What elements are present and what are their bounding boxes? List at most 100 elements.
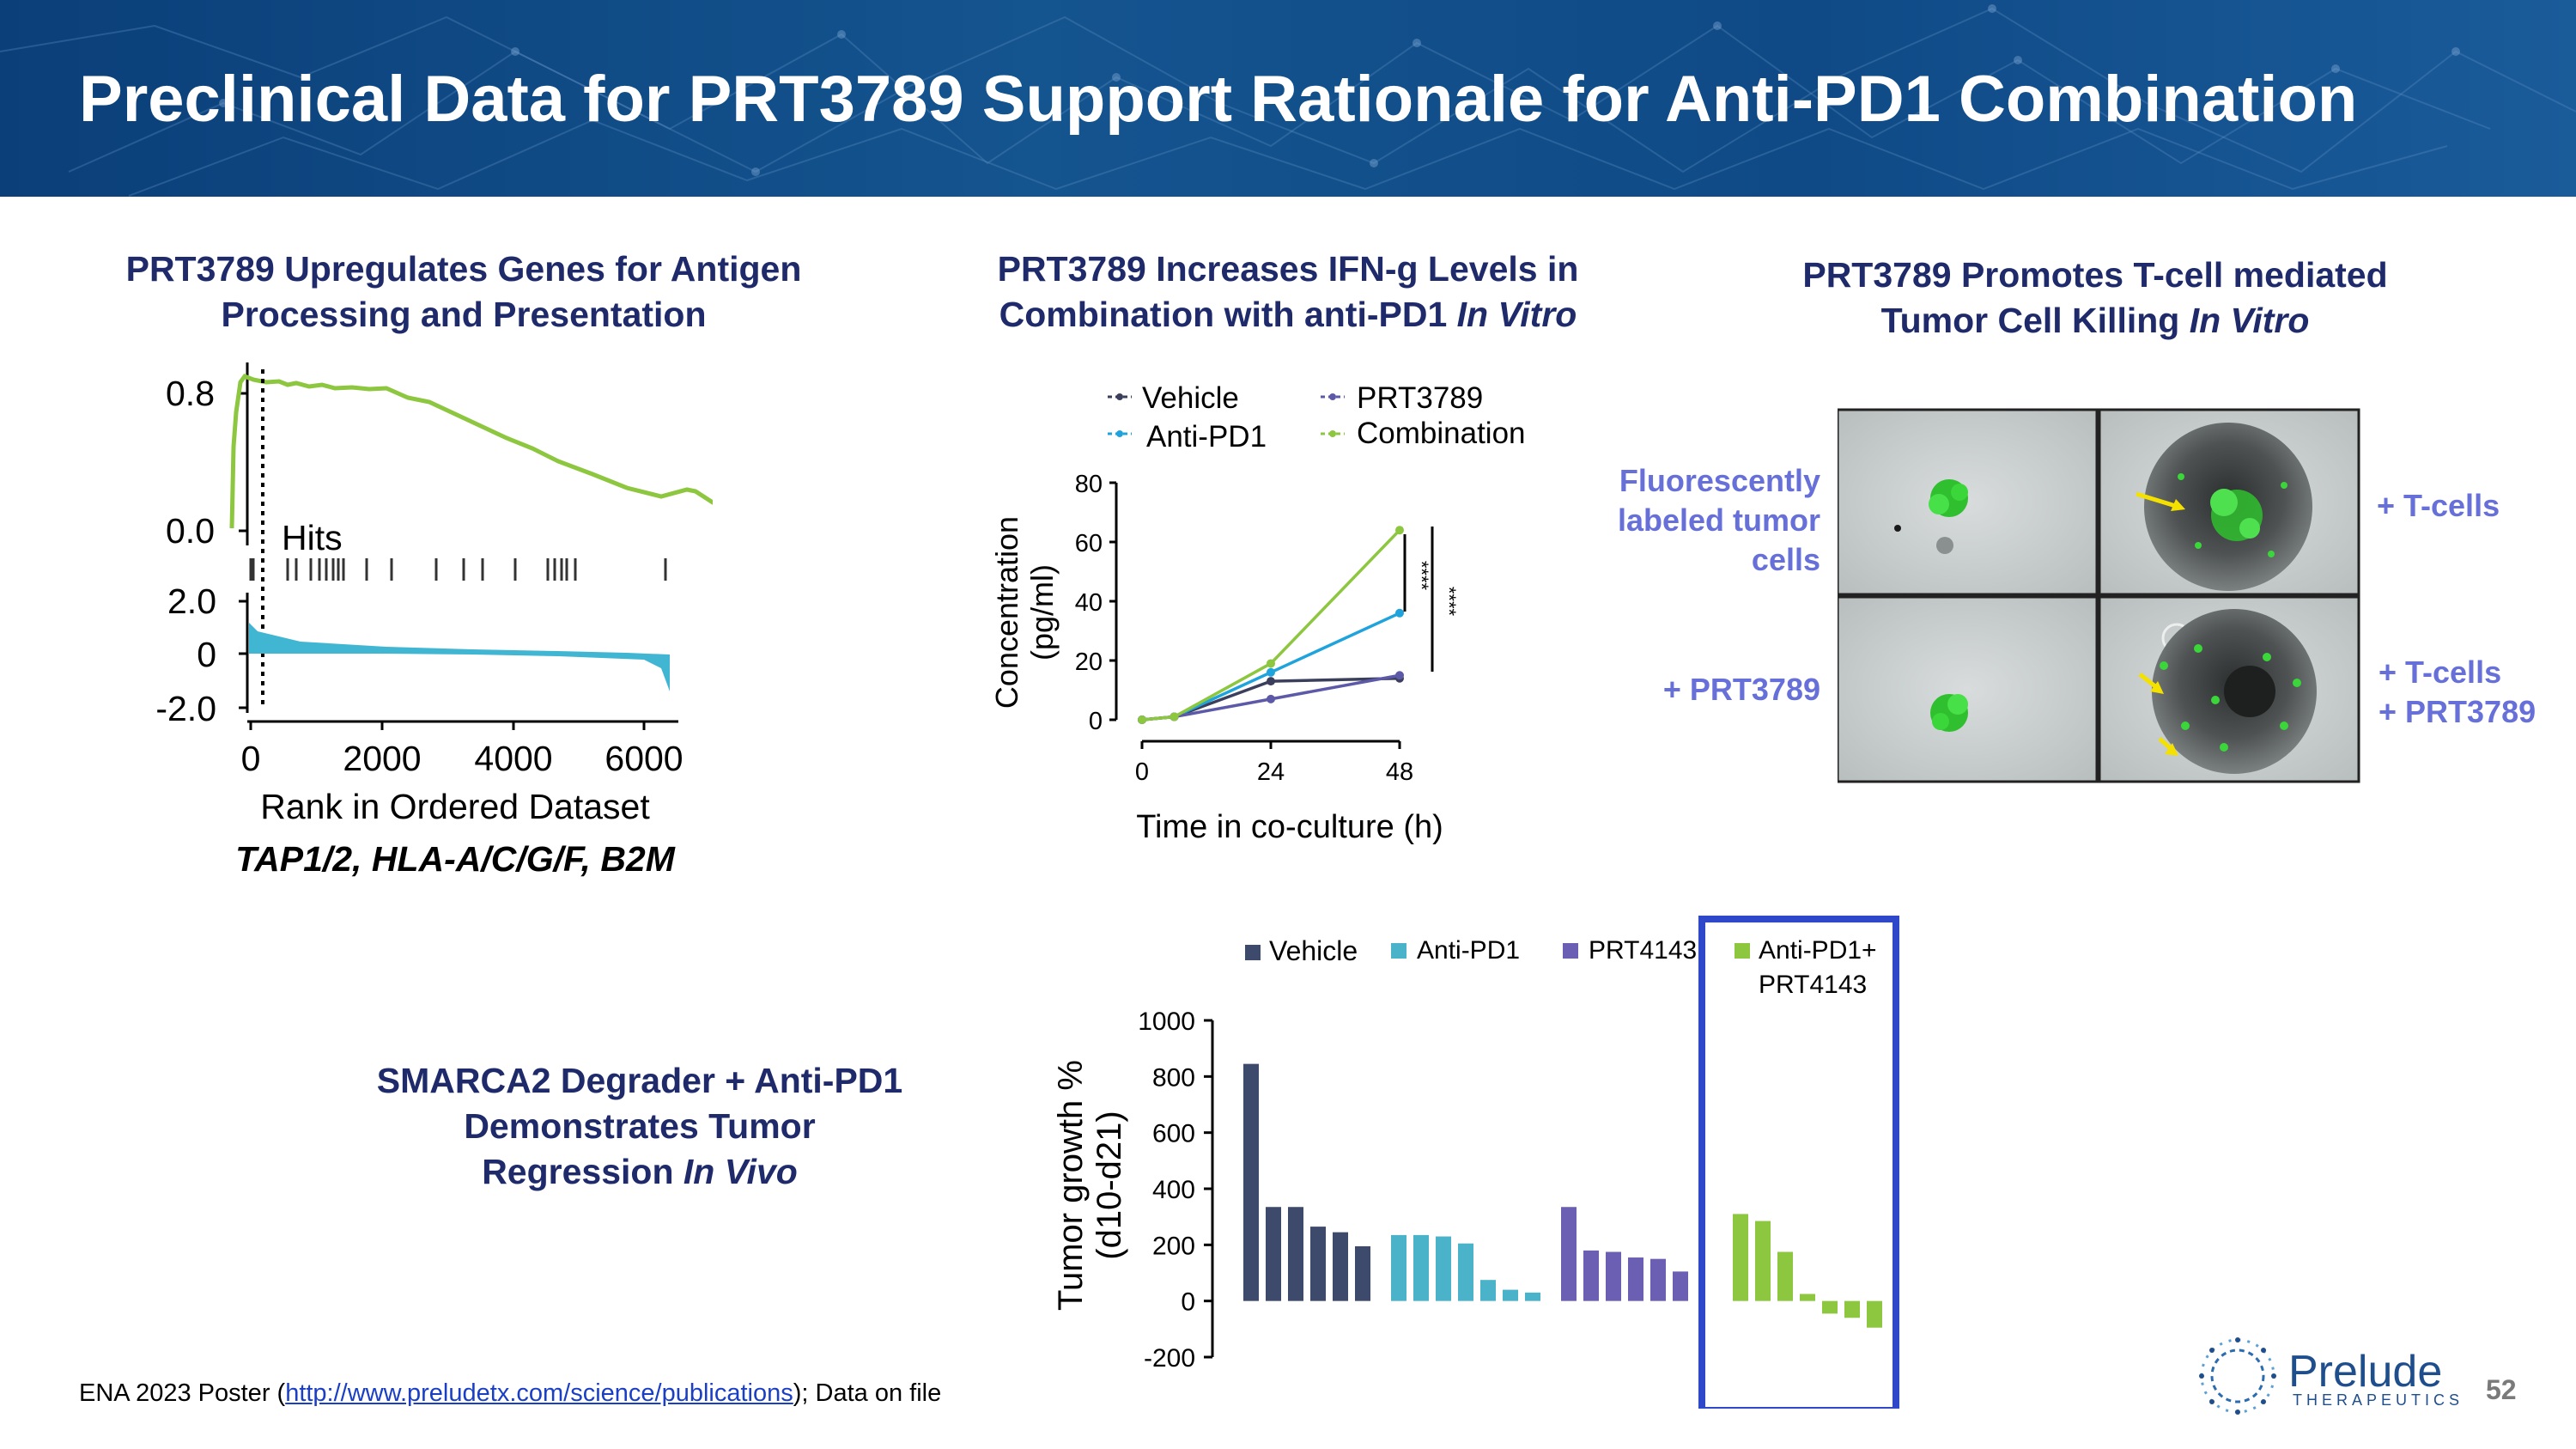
tumor-bar xyxy=(1391,1234,1406,1301)
gsea-tick-00: 0.0 xyxy=(166,511,215,551)
legend-prt4143: PRT4143 xyxy=(1589,936,1697,965)
gsea-xtick-0: 0 xyxy=(241,739,261,778)
svg-text:Vehicle: Vehicle xyxy=(1142,381,1239,415)
enrichment-score-curve xyxy=(229,373,713,529)
tumor-bar xyxy=(1355,1245,1370,1301)
svg-text:Anti-PD1: Anti-PD1 xyxy=(1146,420,1267,454)
ifn-data-point xyxy=(1267,694,1275,703)
tumor-bar xyxy=(1777,1251,1793,1301)
panel3-title-line2: Tumor Cell Killing In Vitro xyxy=(1880,301,2310,340)
legend-vehicle: Vehicle xyxy=(1269,935,1358,966)
panel4-title-line2: Demonstrates Tumor xyxy=(464,1106,816,1146)
image-tcells xyxy=(2098,408,2360,596)
gsea-tick-08: 0.8 xyxy=(166,374,215,413)
tumor-ytick-label: 0 xyxy=(1181,1288,1195,1317)
legend-swatch-prt4143 xyxy=(1563,943,1578,959)
label-tcells-prt3789: + T-cells + PRT3789 xyxy=(2379,654,2537,729)
header-banner xyxy=(0,0,2576,197)
gsea-tick-neg2: -2.0 xyxy=(155,689,216,728)
gsea-tick-0: 0 xyxy=(197,635,216,674)
ifn-series-line xyxy=(1141,528,1401,721)
label-tcells: + T-cells xyxy=(2377,488,2500,523)
ifn-data-point xyxy=(1267,659,1275,668)
tumor-bars xyxy=(1243,1063,1882,1328)
tumor-y-label-1: Tumor growth % xyxy=(1052,1060,1090,1311)
ifn-ytick-label: 20 xyxy=(1075,648,1103,676)
legend-swatch-vehicle xyxy=(1245,945,1261,960)
legend-swatch-combo xyxy=(1735,943,1750,959)
tumor-ytick-label: 800 xyxy=(1152,1063,1195,1092)
ifn-x-label: Time in co-culture (h) xyxy=(1136,809,1443,845)
logo-name: Prelude xyxy=(2288,1347,2443,1397)
ifn-data-point xyxy=(1138,715,1146,724)
tumor-bar xyxy=(1822,1300,1838,1314)
ifn-ytick-label: 40 xyxy=(1075,589,1103,617)
tumor-bar xyxy=(1310,1227,1326,1301)
tumor-ytick-label: 200 xyxy=(1152,1232,1195,1260)
gsea-xtick-4000: 4000 xyxy=(474,739,552,778)
tumor-ytick-label: -200 xyxy=(1144,1344,1195,1373)
ifn-ytick-label: 0 xyxy=(1089,708,1103,735)
ifn-data-point xyxy=(1170,712,1179,721)
gene-list: TAP1/2, HLA-A/C/G/F, B2M xyxy=(235,839,676,879)
tumor-bar xyxy=(1243,1063,1259,1301)
tumor-bar xyxy=(1755,1221,1771,1301)
sig-stars-1: **** xyxy=(1411,561,1432,591)
tumor-bar xyxy=(1650,1258,1666,1301)
label-fluorescent-tumor: Fluorescently labeled tumor cells xyxy=(1617,463,1820,577)
tumor-bar xyxy=(1673,1271,1688,1301)
tumor-bar xyxy=(1583,1250,1599,1301)
ifn-data-point xyxy=(1267,677,1275,686)
ifn-data-point xyxy=(1395,608,1404,618)
tumor-bar xyxy=(1413,1234,1429,1301)
page-title: Preclinical Data for PRT3789 Support Rat… xyxy=(79,63,2358,136)
tumor-bar xyxy=(1800,1294,1815,1301)
tumor-bar xyxy=(1606,1251,1621,1301)
ifn-legend: Vehicle Anti-PD1 PRT3789 Combination xyxy=(1108,381,1526,454)
tumor-growth-bar-chart: Vehicle Anti-PD1 PRT4143 Anti-PD1+ PRT41… xyxy=(1052,916,1899,1409)
tumor-ytick-label: 1000 xyxy=(1138,1008,1195,1036)
legend-anti-pd1: Anti-PD1 xyxy=(1108,420,1267,454)
tumor-legend: Vehicle Anti-PD1 PRT4143 Anti-PD1+ PRT41… xyxy=(1245,935,1877,999)
tumor-bar xyxy=(1503,1289,1518,1301)
legend-prt3789: PRT3789 xyxy=(1321,381,1483,415)
ifn-series xyxy=(1138,526,1404,724)
tumor-bar xyxy=(1266,1207,1281,1301)
tumor-y-label-2: (d10-d21) xyxy=(1091,1111,1128,1259)
ifn-y-label-2: (pg/ml) xyxy=(1024,564,1060,661)
tumor-bar xyxy=(1844,1300,1860,1318)
legend-anti-pd1: Anti-PD1 xyxy=(1417,936,1520,965)
ifn-x-ticks: 0 24 48 xyxy=(1135,741,1413,786)
footnote: ENA 2023 Poster (http://www.preludetx.co… xyxy=(79,1379,942,1407)
tumor-bar xyxy=(1333,1232,1348,1301)
ifn-line-chart: Vehicle Anti-PD1 PRT3789 Combination 0 20… xyxy=(989,381,1526,845)
logo-sub: THERAPEUTICS xyxy=(2293,1391,2464,1409)
ifn-data-point xyxy=(1395,671,1404,680)
hits-label: Hits xyxy=(282,518,343,557)
image-tcells-prt3789 xyxy=(2098,595,2360,783)
label-prt3789: + PRT3789 xyxy=(1662,672,1820,707)
panel1-title: PRT3789 Upregulates Genes for Antigen Pr… xyxy=(69,247,859,338)
legend-combo-line1: Anti-PD1+ xyxy=(1759,936,1877,965)
gsea-tick-2: 2.0 xyxy=(167,581,216,621)
gsea-plot: 0.8 0.0 Hits 2.0 0 -2.0 0 2000 4000 6000… xyxy=(155,362,713,879)
network-pattern xyxy=(0,4,2576,197)
gsea-xtick-6000: 6000 xyxy=(605,739,683,778)
tumor-y-ticks: 1000 800 600 400 200 0 -200 xyxy=(1138,1008,1212,1373)
publications-link[interactable]: http://www.preludetx.com/science/publica… xyxy=(285,1379,793,1407)
image-prt3789 xyxy=(1838,595,2099,783)
panel3-title: PRT3789 Promotes T-cell mediated Tumor C… xyxy=(1735,253,2456,344)
gsea-x-label: Rank in Ordered Dataset xyxy=(260,787,650,826)
tumor-bar xyxy=(1458,1243,1473,1301)
image-tumor-only xyxy=(1838,408,2099,596)
panel2-title: PRT3789 Increases IFN-g Levels in Combin… xyxy=(927,247,1649,338)
ifn-ytick-label: 60 xyxy=(1075,530,1103,557)
panel4-title: SMARCA2 Degrader + Anti-PD1 Demonstrates… xyxy=(326,1058,953,1195)
ifn-xtick-label: 24 xyxy=(1257,758,1285,786)
ifn-data-point xyxy=(1395,526,1404,535)
tumor-bar xyxy=(1525,1292,1540,1301)
tumor-ytick-label: 600 xyxy=(1152,1120,1195,1148)
panel1-title-line2: Processing and Presentation xyxy=(221,295,707,334)
tumor-bar xyxy=(1867,1300,1882,1328)
panel4-title-line1: SMARCA2 Degrader + Anti-PD1 xyxy=(376,1061,903,1100)
